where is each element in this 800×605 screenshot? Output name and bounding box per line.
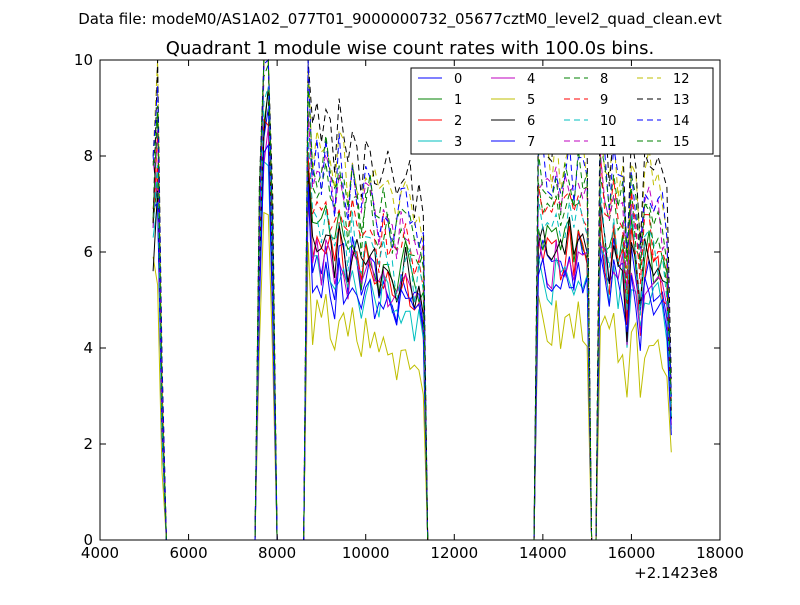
legend-label-1: 1 xyxy=(454,93,462,108)
legend-label-3: 3 xyxy=(454,135,462,150)
legend-box xyxy=(410,67,714,155)
legend-label-13: 13 xyxy=(673,93,690,108)
plot-frame xyxy=(99,59,721,541)
legend-label-8: 8 xyxy=(600,72,608,87)
data-file-label: Data file: modeM0/AS1A02_077T01_90000007… xyxy=(78,10,722,29)
x-tick-label: 18000 xyxy=(696,544,744,562)
x-tick-label: 12000 xyxy=(430,544,478,562)
y-tick-label: 10 xyxy=(74,51,93,69)
legend-label-9: 9 xyxy=(600,93,608,108)
x-tick-label: 14000 xyxy=(519,544,567,562)
legend-label-0: 0 xyxy=(454,72,462,87)
legend-label-14: 14 xyxy=(673,114,690,129)
x-tick-label: 16000 xyxy=(608,544,656,562)
tick-layer: 4000 6000 8000 10000 12000 14000 16000 18000 0 2 4… xyxy=(74,51,744,562)
y-tick-label: 8 xyxy=(83,147,93,165)
x-tick-label: 8000 xyxy=(258,544,296,562)
legend-label-6: 6 xyxy=(527,114,535,129)
y-tick-label: 0 xyxy=(83,531,93,549)
series-line-14 xyxy=(152,58,672,541)
legend-label-15: 15 xyxy=(673,135,690,150)
x-tick-label: 10000 xyxy=(342,544,390,562)
x-tick-label: 6000 xyxy=(169,544,207,562)
y-tick-label: 4 xyxy=(83,339,93,357)
y-tick-label: 6 xyxy=(83,243,93,261)
legend-label-5: 5 xyxy=(527,93,535,108)
legend-label-2: 2 xyxy=(454,114,462,129)
legend-label-7: 7 xyxy=(527,135,535,150)
chart-title: Quadrant 1 module wise count rates with … xyxy=(166,38,655,59)
y-tick-label: 2 xyxy=(83,435,93,453)
legend-label-10: 10 xyxy=(600,114,617,129)
x-offset-label: +2.1423e8 xyxy=(634,564,718,582)
x-tick-label: 4000 xyxy=(81,544,119,562)
legend-label-11: 11 xyxy=(600,135,617,150)
legend-label-4: 4 xyxy=(527,72,535,87)
legend-label-12: 12 xyxy=(673,72,690,87)
